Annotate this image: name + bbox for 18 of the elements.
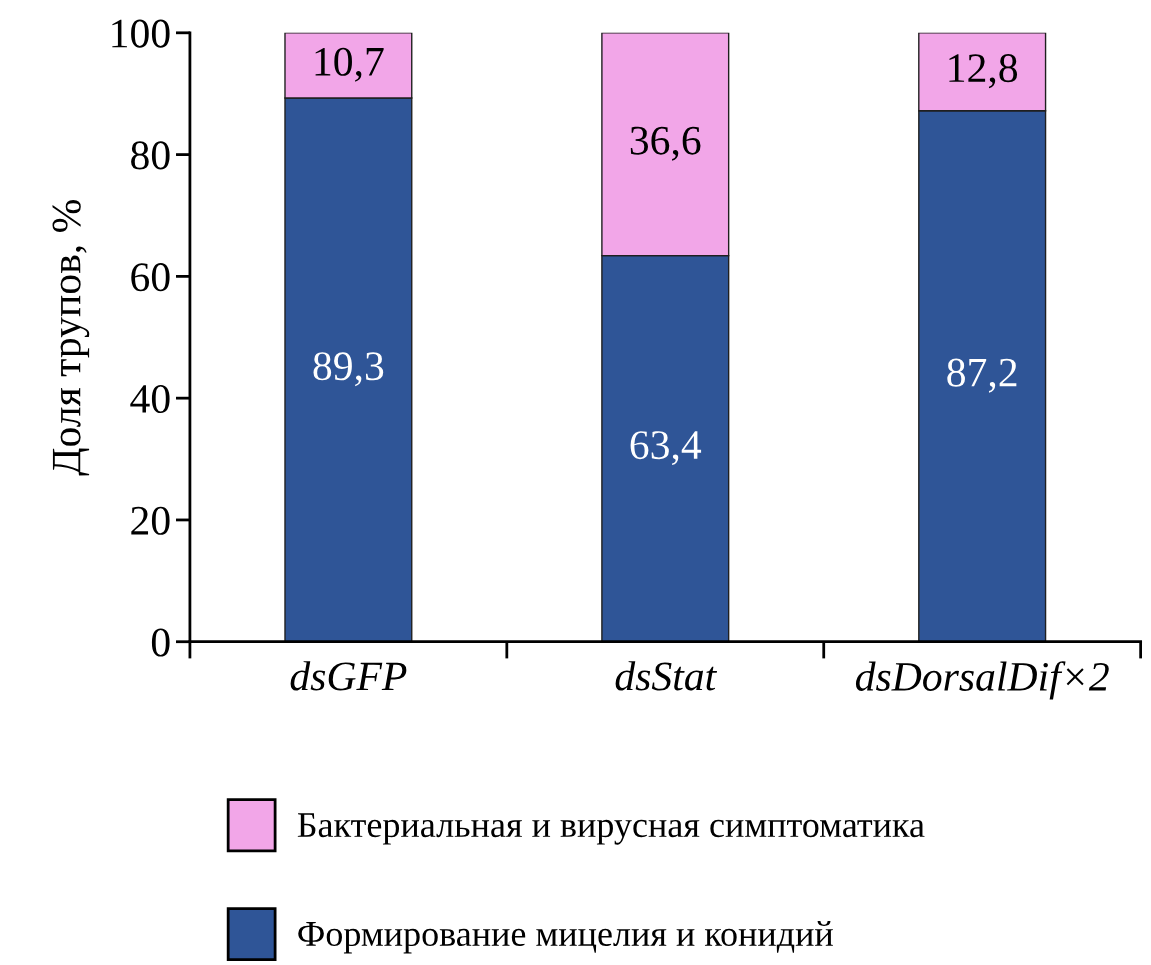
legend-label: Формирование мицелия и конидий — [298, 921, 833, 954]
y-tick-label: 100 — [112, 19, 170, 48]
x-tick-label: dsGFP — [290, 661, 407, 691]
data-label: 36,6 — [630, 126, 701, 161]
y-tick-label: 80 — [131, 141, 170, 170]
y-tick-label: 0 — [151, 628, 170, 657]
y-tick-label: 60 — [131, 263, 170, 292]
data-label: 89,3 — [313, 352, 384, 387]
data-label: 63,4 — [630, 431, 702, 466]
data-label: 12,8 — [949, 54, 1018, 89]
y-tick-label: 20 — [131, 506, 170, 535]
y-axis-title: Доля трупов, % — [52, 200, 90, 476]
x-tick-label: dsStat — [615, 661, 718, 691]
y-tick-label: 40 — [130, 384, 170, 414]
data-label: 10,7 — [315, 47, 384, 82]
legend-label: Бактериальная и вирусная симптоматика — [297, 813, 925, 845]
data-label: 87,2 — [947, 358, 1017, 393]
x-tick-label: dsDorsalDif×2 — [855, 661, 1109, 700]
